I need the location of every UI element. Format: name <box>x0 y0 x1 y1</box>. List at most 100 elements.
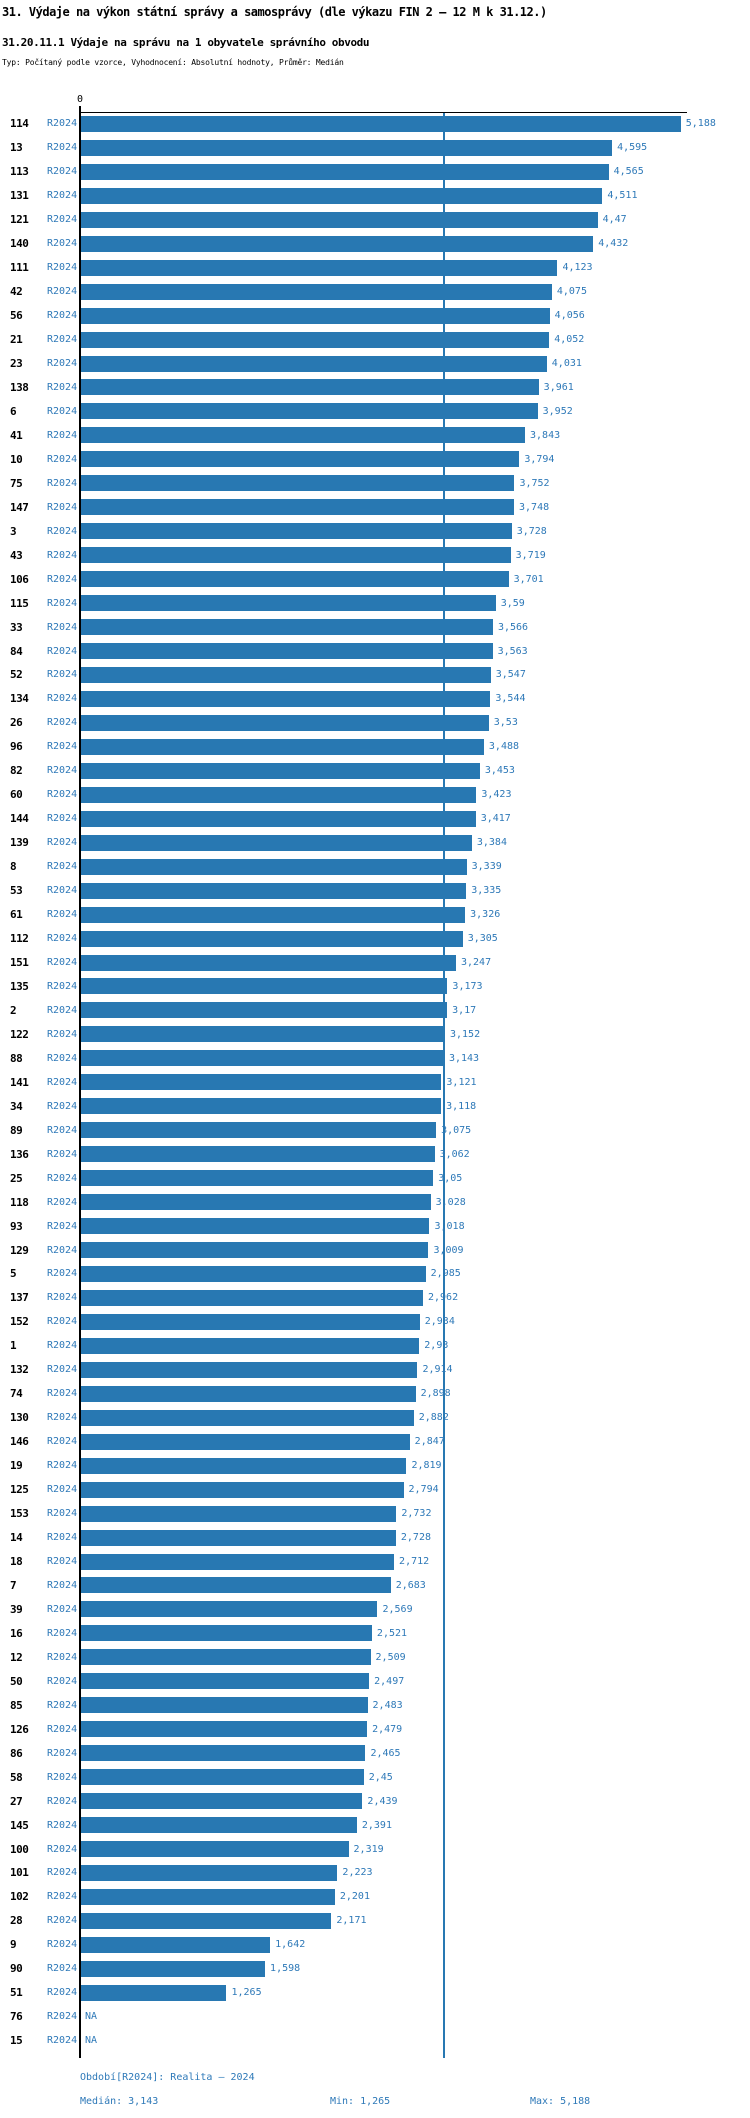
series-label: R2024 <box>47 1723 78 1735</box>
value-bar <box>81 714 489 731</box>
series-label: R2024 <box>47 1484 78 1496</box>
bar-value-label: 4,511 <box>607 190 638 202</box>
value-bar <box>81 427 526 444</box>
bar-value-label: 4,123 <box>562 262 593 274</box>
series-label: R2024 <box>47 813 78 825</box>
bar-value-label: 2,479 <box>372 1723 403 1735</box>
series-label: R2024 <box>47 885 78 897</box>
value-bar <box>81 451 520 468</box>
row-number-label: 145 <box>10 1818 29 1832</box>
series-label: R2024 <box>47 118 78 130</box>
chart-row: 25 R2024 3,05 <box>0 1170 750 1187</box>
series-label: R2024 <box>47 1292 78 1304</box>
row-number-label: 19 <box>10 1459 23 1473</box>
value-bar <box>81 858 467 875</box>
series-label: R2024 <box>47 1076 78 1088</box>
bar-value-label: 2,171 <box>336 1915 367 1927</box>
y-axis-line <box>78 106 81 2058</box>
value-bar <box>81 1673 370 1690</box>
chart-row: 85 R2024 2,483 <box>0 1697 750 1714</box>
bar-value-label: 2,319 <box>353 1843 384 1855</box>
row-number-label: 75 <box>10 476 23 490</box>
value-bar <box>81 283 552 300</box>
chart-row: 21 R2024 4,052 <box>0 331 750 348</box>
series-label: R2024 <box>47 2011 78 2023</box>
row-number-label: 93 <box>10 1219 23 1233</box>
bar-value-label: 2,465 <box>370 1747 401 1759</box>
row-number-label: 27 <box>10 1794 23 1808</box>
row-number-label: 56 <box>10 309 23 323</box>
chart-row: 6 R2024 3,952 <box>0 403 750 420</box>
chart-row: 56 R2024 4,056 <box>0 307 750 324</box>
chart-row: 43 R2024 3,719 <box>0 547 750 564</box>
bar-value-label: 3,247 <box>461 957 492 968</box>
row-number-label: 152 <box>10 1315 29 1329</box>
series-label: R2024 <box>47 1124 78 1136</box>
chart-row: 144 R2024 3,417 <box>0 810 750 827</box>
chart-row: 132 R2024 2,914 <box>0 1361 750 1378</box>
value-bar <box>81 1553 395 1570</box>
series-label: R2024 <box>47 166 78 178</box>
row-number-label: 136 <box>10 1147 29 1161</box>
chart-row: 140 R2024 4,432 <box>0 235 750 252</box>
bar-value-label: 2,819 <box>411 1460 442 1472</box>
value-bar <box>81 1697 368 1714</box>
value-bar <box>81 810 476 827</box>
value-bar <box>81 307 550 324</box>
series-label: R2024 <box>47 477 78 489</box>
value-bar <box>81 1385 416 1402</box>
row-number-label: 25 <box>10 1171 23 1185</box>
bar-value-label: 3,952 <box>542 405 573 417</box>
bar-value-label: 3,701 <box>513 573 544 585</box>
value-bar <box>81 523 512 540</box>
series-label: R2024 <box>47 453 78 465</box>
median-stat-label: Medián: 3,143 <box>80 2096 159 2107</box>
series-label: R2024 <box>47 1244 78 1256</box>
value-bar <box>81 1960 266 1977</box>
series-label: R2024 <box>47 693 78 705</box>
row-number-label: 18 <box>10 1555 23 1568</box>
series-label: R2024 <box>47 549 78 561</box>
bar-value-label: 3,566 <box>497 621 529 633</box>
chart-row: 146 R2024 2,847 <box>0 1433 750 1450</box>
series-label: R2024 <box>47 1867 78 1879</box>
chart-row: 50 R2024 2,497 <box>0 1673 750 1690</box>
bar-value-label: 2,223 <box>342 1867 373 1879</box>
series-label: R2024 <box>47 1172 78 1184</box>
series-label: R2024 <box>47 957 78 968</box>
bar-value-label: 2,732 <box>401 1508 432 1520</box>
x-axis-line <box>80 111 687 113</box>
bar-value-label: 2,794 <box>408 1484 439 1496</box>
row-number-label: 15 <box>10 2034 23 2048</box>
row-number-label: 33 <box>10 620 23 634</box>
series-label: R2024 <box>47 597 78 609</box>
row-number-label: 26 <box>10 716 23 730</box>
row-number-label: 42 <box>10 285 23 299</box>
row-number-label: 5 <box>10 1267 17 1281</box>
chart-row: 147 R2024 3,748 <box>0 499 750 516</box>
series-label: R2024 <box>47 501 78 513</box>
row-number-label: 122 <box>10 1027 29 1041</box>
row-number-label: 139 <box>10 836 29 850</box>
series-label: R2024 <box>47 1196 78 1208</box>
series-label: R2024 <box>47 1220 78 1232</box>
bar-value-label: 2,93 <box>424 1340 449 1352</box>
bar-value-label: 3,173 <box>452 980 483 992</box>
row-number-label: 141 <box>10 1075 29 1089</box>
series-label: R2024 <box>47 861 78 873</box>
value-bar <box>81 1649 371 1666</box>
bar-value-label: 1,265 <box>231 1987 262 1999</box>
value-bar <box>81 834 472 851</box>
row-number-label: 51 <box>10 1986 23 2000</box>
series-label: R2024 <box>47 1508 78 1520</box>
value-bar <box>81 475 515 492</box>
row-number-label: 8 <box>10 860 17 874</box>
row-number-label: 7 <box>10 1578 17 1592</box>
bar-value-label: 3,794 <box>524 453 555 465</box>
bar-value-label: 4,052 <box>554 334 585 346</box>
chart-row: 89 R2024 3,075 <box>0 1122 750 1139</box>
series-label: R2024 <box>47 1747 78 1759</box>
bar-value-label: 2,569 <box>382 1603 413 1615</box>
value-bar <box>81 1457 407 1474</box>
row-number-label: 90 <box>10 1962 23 1976</box>
